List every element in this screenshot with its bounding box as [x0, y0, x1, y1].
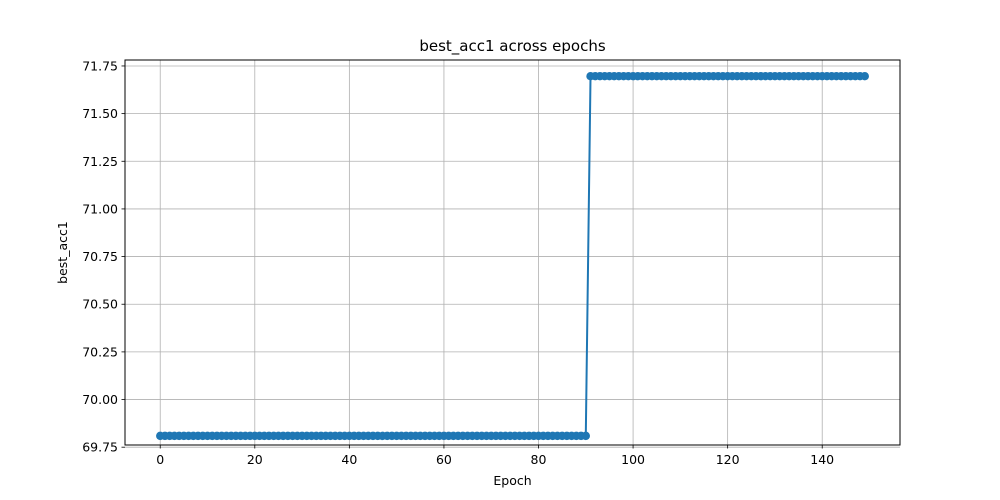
y-tick-label: 71.25 — [82, 154, 118, 169]
data-point — [860, 72, 869, 81]
y-tick-label: 70.25 — [82, 344, 118, 359]
data-point — [581, 431, 590, 441]
y-tick-label: 70.75 — [82, 249, 118, 264]
y-tick-label: 71.00 — [82, 201, 118, 216]
x-tick-label: 140 — [810, 452, 834, 467]
x-tick-label: 40 — [341, 452, 357, 467]
x-tick-label: 100 — [621, 452, 645, 467]
x-tick-label: 60 — [436, 452, 452, 467]
y-tick-label: 71.75 — [82, 58, 118, 73]
x-tick-label: 0 — [156, 452, 164, 467]
y-tick-label: 69.75 — [82, 440, 118, 455]
x-tick-label: 20 — [247, 452, 263, 467]
y-tick-label: 70.50 — [82, 297, 118, 312]
x-tick-label: 80 — [531, 452, 547, 467]
y-tick-label: 71.50 — [82, 106, 118, 121]
plot-frame — [124, 59, 901, 446]
x-axis-label: Epoch — [493, 473, 531, 488]
y-axis-label: best_acc1 — [55, 221, 70, 284]
chart-title: best_acc1 across epochs — [419, 37, 605, 56]
x-tick-label: 120 — [716, 452, 740, 467]
y-tick-label: 70.00 — [82, 392, 118, 407]
data-layer — [156, 72, 869, 441]
ticks: 0 20 40 60 80 100 120 140 69.75 70.00 70.25 70.50 70… — [82, 58, 834, 467]
grid — [125, 60, 900, 448]
